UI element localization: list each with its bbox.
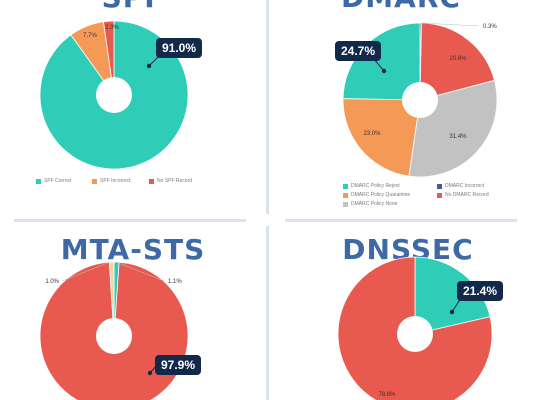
value-callout: 24.7% — [335, 41, 382, 61]
pie-chart: 7.7% 2.3% — [39, 20, 189, 170]
spf-panel: SPF 7.7% 2.3% 91.0% SPF Correct SPF Incor… — [0, 0, 266, 215]
legend-item: DMARC Policy Quarantine — [343, 192, 410, 198]
legend-swatch — [343, 192, 348, 198]
horizontal-divider-left — [14, 219, 246, 222]
legend-swatch — [343, 201, 348, 207]
vertical-divider-top — [266, 0, 269, 214]
legend-label: SPF Incorrect — [100, 178, 131, 184]
legend-label: DMARC Policy None — [351, 201, 398, 207]
pie-slice — [342, 98, 421, 177]
panel-title: SPF — [0, 0, 266, 14]
dmarc-panel: DMARC 0.3%20.6%31.4%23.0% 24.7% DMARC Po… — [280, 0, 546, 215]
data-label: 0.3% — [483, 24, 497, 30]
legend-swatch — [437, 183, 442, 189]
legend-swatch — [437, 192, 442, 198]
pie-chart: 78.6% — [337, 256, 493, 400]
callout-dot — [147, 370, 153, 376]
legend-swatch — [36, 178, 41, 184]
donut-hole — [96, 77, 132, 113]
callout-dot — [146, 63, 152, 69]
legend-label: No SPF Record — [157, 178, 193, 184]
legend-swatch — [92, 178, 97, 184]
value-callout: 91.0% — [156, 38, 203, 58]
callout-dot — [449, 309, 455, 315]
mta-sts-panel: MTA-STS 1.1% 1.0% 97.9% — [0, 224, 266, 400]
donut-hole — [402, 82, 438, 118]
legend-label: DMARC Policy Reject — [351, 183, 400, 189]
legend-swatch — [149, 178, 154, 184]
legend-label: SPF Correct — [44, 178, 72, 184]
dnssec-panel: DNSSEC 78.6% 21.4% — [280, 224, 546, 400]
legend-item: DMARC Incorrect — [437, 183, 484, 189]
legend-item: SPF Incorrect — [92, 178, 131, 184]
data-label: 20.6% — [449, 56, 467, 62]
legend-item: SPF Correct — [36, 178, 72, 184]
donut-hole — [397, 316, 433, 352]
panel-title: MTA-STS — [60, 233, 206, 266]
legend-item: DMARC Policy Reject — [343, 183, 400, 189]
data-label: 2.3% — [105, 25, 119, 31]
data-label: 78.6% — [378, 392, 396, 398]
pie-slice — [102, 20, 115, 96]
legend-swatch — [343, 183, 348, 189]
pie-slice — [39, 261, 189, 400]
data-label: 31.4% — [449, 134, 467, 140]
pie-chart: 1.1% 1.0% — [39, 261, 189, 400]
legend-label: DMARC Incorrect — [445, 183, 485, 189]
pie-slice — [414, 256, 491, 335]
value-callout: 21.4% — [457, 281, 504, 301]
data-label: 1.1% — [168, 279, 182, 285]
value-callout: 97.9% — [155, 355, 202, 375]
leader-line — [61, 261, 111, 282]
horizontal-divider-right — [285, 219, 517, 222]
data-label: 7.7% — [83, 33, 97, 39]
leader-line — [115, 261, 165, 282]
legend-label: No DMARC Record — [445, 192, 489, 198]
leader-line — [420, 22, 480, 27]
data-label: 23.0% — [363, 131, 381, 137]
legend-item: No DMARC Record — [437, 192, 489, 198]
pie-chart: 0.3% 20.6% 31.4% 23.0% — [342, 22, 498, 178]
legend-item: DMARC Policy None — [343, 201, 397, 207]
vertical-divider-bottom — [266, 226, 269, 400]
callout-dot — [381, 68, 387, 74]
legend-label: DMARC Policy Quarantine — [351, 192, 411, 198]
legend-item: No SPF Record — [149, 178, 192, 184]
data-label: 1.0% — [45, 279, 59, 285]
panel-title: DMARC — [268, 0, 534, 14]
donut-hole — [96, 318, 132, 354]
